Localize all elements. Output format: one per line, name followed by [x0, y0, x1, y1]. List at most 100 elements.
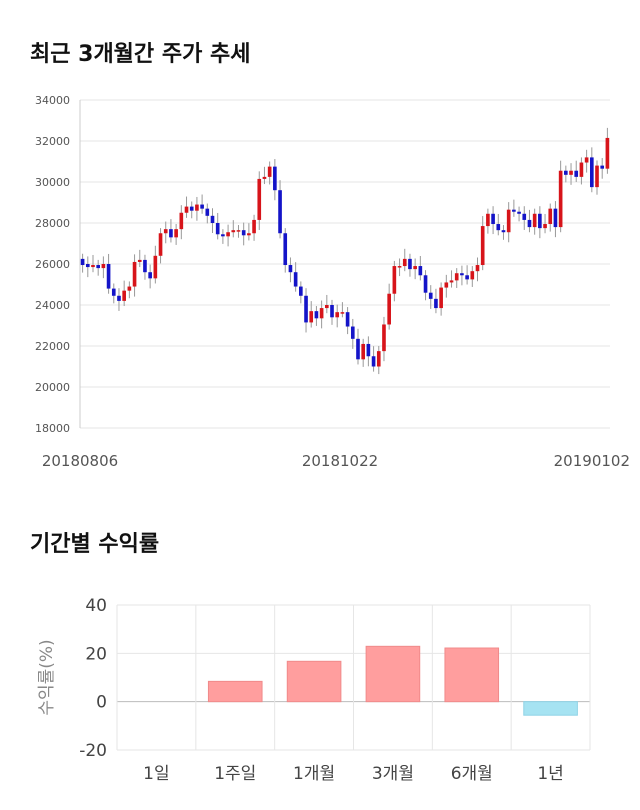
candle-body [465, 275, 469, 280]
candle-body [454, 273, 459, 281]
candle-body [589, 157, 594, 188]
candle-body [439, 287, 443, 309]
candle-body [309, 311, 314, 323]
candle-body [402, 258, 407, 267]
candle-body [428, 292, 433, 299]
candle-body [241, 230, 246, 236]
candle-body [595, 165, 599, 188]
candle-body [111, 288, 116, 296]
candle-body [278, 190, 282, 234]
candle-body [257, 178, 262, 220]
candle-body [158, 233, 163, 256]
bar-6개월 [444, 647, 500, 703]
candle-body [101, 264, 106, 269]
candle-body [210, 215, 215, 223]
candle-body [85, 264, 90, 268]
candle-body [330, 305, 334, 318]
candle-body [480, 226, 485, 266]
candle-body [200, 204, 204, 209]
y-tick-label: 30000 [35, 176, 70, 189]
candle-body [132, 261, 137, 287]
x-tick-label: 3개월 [372, 764, 414, 784]
candle-body [387, 293, 391, 325]
x-tick-label: 1주일 [214, 764, 256, 784]
candle-body [558, 170, 563, 228]
candle-body [231, 230, 236, 233]
y-tick-label: 20000 [35, 381, 70, 394]
candle-body [314, 311, 319, 319]
candle-body [574, 170, 579, 177]
candle-body [356, 338, 360, 360]
candle-body [496, 224, 501, 231]
candle-body [345, 312, 350, 327]
candle-body [96, 265, 101, 269]
candle-body [117, 295, 121, 301]
candle-body [143, 259, 147, 273]
y-tick-label: 22000 [35, 340, 70, 353]
x-tick-label: 1개월 [293, 764, 335, 784]
candle-body [221, 234, 225, 237]
candle-body [169, 229, 173, 238]
candle-body [236, 230, 241, 232]
candle-body [475, 265, 480, 272]
candle-body [501, 230, 506, 233]
candle-body [184, 206, 189, 213]
candle-body [371, 356, 376, 367]
price-trend-title: 최근 3개월간 주가 추세 [30, 42, 251, 67]
y-tick-label: 32000 [35, 135, 70, 148]
candle-body [460, 273, 464, 276]
x-tick-label: 20190102 [554, 452, 630, 470]
candle-body [449, 280, 454, 283]
candle-body [527, 219, 532, 228]
candle-body [153, 255, 158, 279]
candle-body [137, 259, 142, 262]
candle-body [569, 170, 573, 175]
candle-body [553, 208, 558, 228]
candle-body [319, 308, 324, 319]
candle-body [267, 166, 272, 177]
candle-body [283, 233, 288, 266]
candle-body [491, 213, 495, 225]
candle-body [252, 219, 256, 234]
returns-bar-chart: -20 0 20 40 수익률(%) 1일 1주일 1개월 3개월 6개월 1년 [37, 596, 591, 784]
candle-body [174, 229, 178, 238]
y-tick-label: 20 [85, 644, 107, 664]
candle-body [470, 271, 475, 280]
x-tick-label: 20181022 [302, 452, 378, 470]
candle-body [163, 229, 168, 234]
candle-body [106, 264, 111, 289]
candle-body [382, 324, 386, 352]
candle-body [397, 266, 402, 268]
candle-body [148, 272, 152, 279]
candle-body [392, 266, 397, 294]
candle-body [564, 170, 568, 175]
candle-body [179, 212, 184, 230]
candle-body [506, 209, 511, 233]
candle-body [538, 213, 542, 229]
candle-body [423, 275, 428, 293]
candle-body [122, 290, 126, 301]
candle-body [444, 282, 449, 288]
candle-body [262, 176, 267, 179]
candle-body [80, 258, 85, 266]
returns-title: 기간별 수익률 [30, 532, 160, 557]
candle-body [434, 298, 438, 309]
candle-body [288, 265, 293, 273]
bar-3개월 [365, 645, 421, 703]
candle-body [195, 204, 199, 211]
candle-body [366, 343, 371, 357]
candle-body [91, 265, 95, 268]
y-tick-label: 18000 [35, 422, 70, 435]
candle-body [205, 208, 210, 216]
candle-body [226, 232, 230, 237]
candle-body [584, 157, 589, 163]
y-tick-label: 28000 [35, 217, 70, 230]
candle-body [605, 137, 610, 169]
candle-body [304, 295, 308, 323]
candle-body [543, 224, 547, 229]
x-tick-label: 1일 [143, 764, 169, 784]
y-tick-label: 34000 [35, 94, 70, 107]
candle-body [413, 266, 417, 270]
y-tick-label: 26000 [35, 258, 70, 271]
candle-body [532, 213, 537, 228]
